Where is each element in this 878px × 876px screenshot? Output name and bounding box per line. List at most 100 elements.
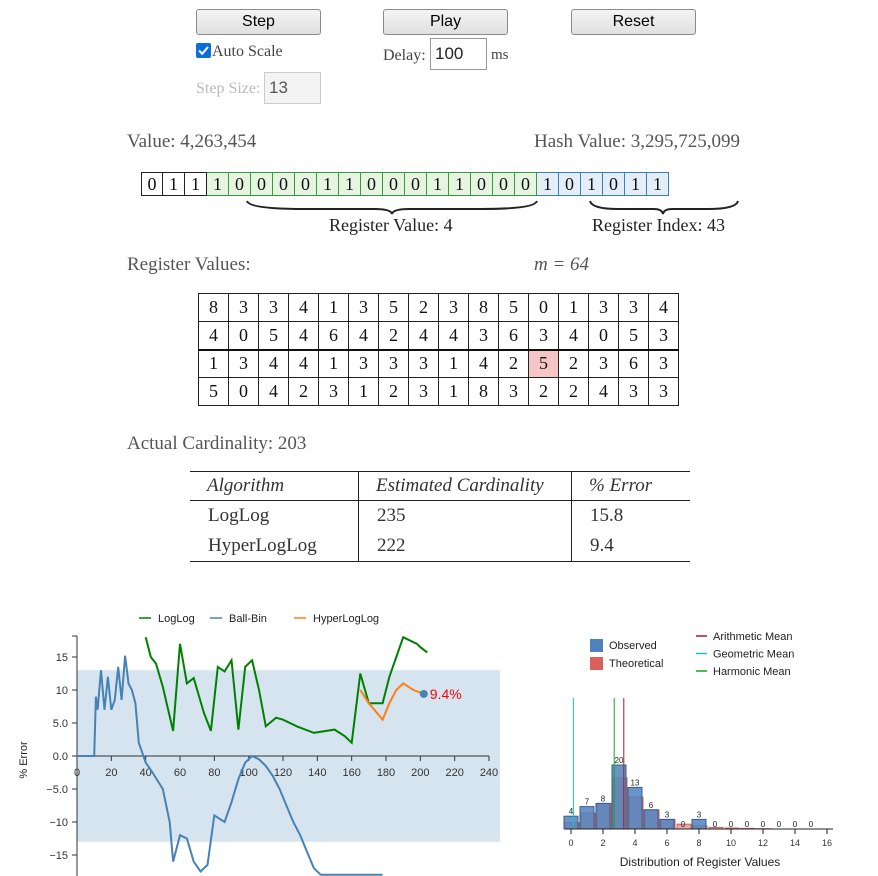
register-cell: 5 [378, 293, 409, 322]
hash-bit: 0 [515, 172, 537, 196]
register-cell: 3 [648, 349, 679, 378]
y-tick-label: −10 [49, 817, 68, 829]
register-values-label: Register Values: [127, 254, 251, 275]
register-cell: 4 [648, 293, 679, 322]
x-tick-label: 8 [696, 838, 701, 848]
register-cell: 5 [198, 377, 229, 406]
hash-bit: 0 [559, 172, 581, 196]
register-cell: 2 [558, 377, 589, 406]
x-tick-label: 14 [790, 838, 800, 848]
register-cell: 4 [288, 321, 319, 351]
column-header-algorithm: Algorithm [207, 475, 285, 496]
register-cell: 3 [588, 293, 619, 322]
hash-bit: 1 [427, 172, 449, 196]
legend-label: Arithmetic Mean [713, 631, 792, 643]
register-cell: 4 [258, 377, 289, 406]
bar-label: 8 [601, 794, 606, 803]
observed-bar [563, 815, 579, 830]
observed-bar [595, 802, 611, 830]
register-cell: 2 [408, 293, 439, 322]
play-button[interactable]: Play [383, 9, 508, 35]
x-tick-label: 40 [140, 767, 152, 779]
register-cell: 3 [318, 377, 349, 406]
register-cell: 8 [198, 293, 229, 322]
reset-button[interactable]: Reset [571, 9, 696, 35]
register-cell: 2 [528, 377, 559, 406]
register-cell: 4 [288, 349, 319, 378]
x-tick-label: 220 [445, 767, 463, 779]
register-cell: 4 [288, 293, 319, 322]
legend-label: Geometric Mean [713, 649, 794, 661]
bar-label: 0 [745, 820, 750, 829]
register-cell: 2 [378, 321, 409, 351]
register-cell: 3 [648, 377, 679, 406]
y-tick-label: −15 [49, 850, 68, 862]
register-cell: 6 [498, 321, 529, 351]
legend-swatch [590, 657, 603, 670]
hash-bit: 1 [163, 172, 185, 196]
observed-bar [691, 818, 707, 830]
legend-label: Ball-Bin [229, 613, 267, 625]
bar-label: 6 [649, 801, 654, 810]
column-header-error: % Error [571, 471, 690, 501]
hash-bit: 0 [273, 172, 295, 196]
bar-label: 20 [615, 756, 624, 765]
register-index-label: Register Index: 43 [592, 215, 725, 235]
register-cell: 5 [528, 349, 559, 378]
bar-label: 0 [777, 820, 782, 829]
bar-label: 0 [681, 820, 686, 829]
column-header-estimated: Estimated Cardinality [358, 471, 572, 501]
step-button[interactable]: Step [196, 9, 321, 35]
y-tick-label: 15 [56, 652, 68, 664]
register-cell: 4 [468, 349, 499, 378]
register-cell: 3 [618, 293, 649, 322]
auto-scale-label: Auto Scale [212, 43, 283, 60]
register-cell: 3 [588, 349, 619, 378]
algorithm-cell: LogLog [208, 505, 270, 526]
hash-bit: 0 [295, 172, 317, 196]
series-line-hyperloglog [359, 682, 425, 722]
register-cell: 1 [558, 293, 589, 322]
x-tick-label: 200 [411, 767, 429, 779]
hash-bit: 0 [251, 172, 273, 196]
register-cell: 6 [318, 321, 349, 351]
step-size-input[interactable] [264, 72, 321, 104]
hash-bit: 0 [471, 172, 493, 196]
observed-bar [659, 818, 675, 830]
y-tick-label: 10 [56, 685, 68, 697]
bar-label: 4 [569, 807, 574, 816]
x-tick-label: 160 [342, 767, 360, 779]
hash-bit: 0 [493, 172, 515, 196]
register-cell: 5 [258, 321, 289, 351]
hash-bit: 0 [603, 172, 625, 196]
delay-input[interactable] [430, 38, 487, 70]
hash-bit: 1 [185, 172, 207, 196]
bar-label: 13 [631, 778, 640, 787]
legend-label: Observed [609, 640, 657, 652]
register-cell: 3 [348, 293, 379, 322]
register-value-label: Register Value: 4 [329, 215, 453, 235]
hash-bit: 1 [625, 172, 647, 196]
error-annotation: 9.4% [430, 686, 462, 702]
delay-label: Delay: [383, 47, 426, 64]
register-cell: 3 [348, 349, 379, 378]
series-line-loglog [144, 636, 428, 745]
legend-swatch [590, 639, 603, 652]
register-cell: 4 [258, 349, 289, 378]
register-cell: 3 [408, 377, 439, 406]
register-cell: 2 [498, 349, 529, 378]
estimate-table: Algorithm Estimated Cardinality % Error … [190, 471, 690, 562]
x-tick-label: 16 [822, 838, 832, 848]
register-cell: 3 [228, 293, 259, 322]
register-index-brace [589, 200, 739, 215]
estimate-cell: 235 [358, 500, 572, 531]
register-cell: 3 [258, 293, 289, 322]
bar-label: 0 [761, 820, 766, 829]
y-tick-label: −5.0 [46, 784, 68, 796]
register-cell: 8 [468, 377, 499, 406]
auto-scale-checkbox[interactable] [196, 43, 211, 58]
hash-bit: 1 [317, 172, 339, 196]
register-cell: 3 [618, 377, 649, 406]
